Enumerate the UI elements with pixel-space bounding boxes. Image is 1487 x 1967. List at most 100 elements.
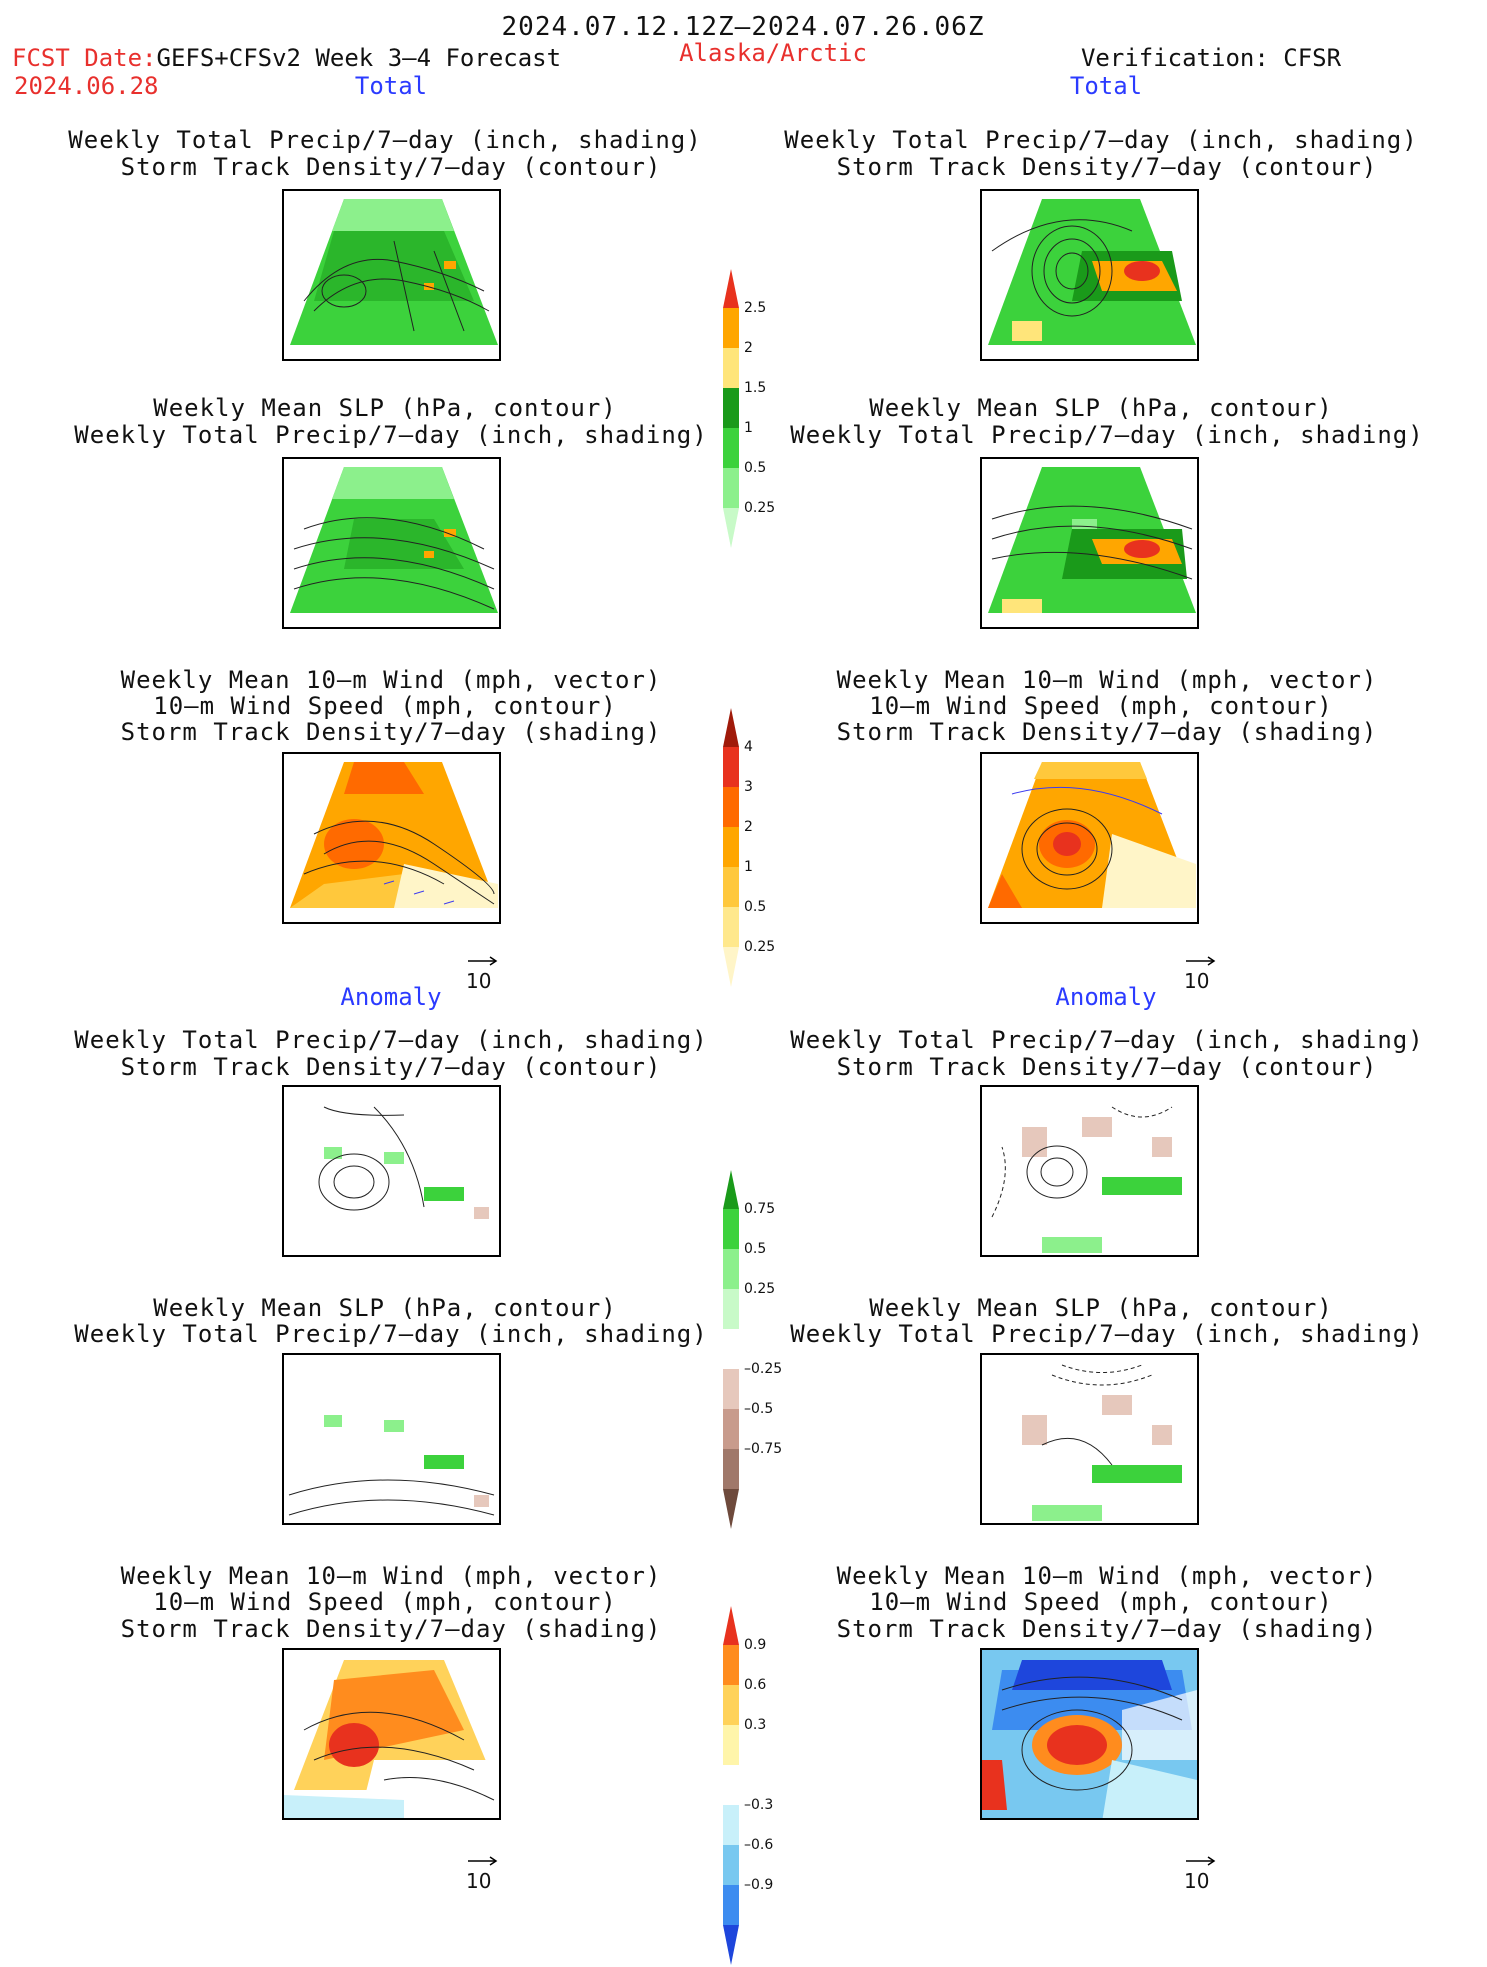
colorbar-label: –0.25 (744, 1361, 783, 1377)
wind-ref-label: 10 (1184, 1869, 1210, 1893)
colorbar-swatch (723, 1645, 739, 1685)
colorbar-label: –0.9 (744, 1877, 774, 1893)
section-anomaly-left: Anomaly (340, 983, 442, 1011)
caption-r5-line1: Weekly Mean SLP (hPa, contour) (869, 1294, 1333, 1322)
colorbar-swatches (723, 708, 739, 987)
caption-l5-line1: Weekly Mean SLP (hPa, contour) (153, 1294, 617, 1322)
colorbar-label: 0.6 (744, 1677, 767, 1693)
map-anomaly-slp-precip-forecast (282, 1353, 501, 1525)
caption-l4-line1: Weekly Total Precip/7–day (inch, shading… (74, 1026, 708, 1054)
colorbar-swatch (723, 508, 739, 548)
region-label: Alaska/Arctic (679, 39, 867, 67)
colorbar-label: –0.5 (744, 1401, 774, 1417)
fcst-date: 2024.06.28 (14, 72, 159, 100)
colorbar-label: 4 (744, 739, 753, 755)
wind-ref-arrow-total-right: 10 (1184, 955, 1224, 993)
colorbar-label: 0.5 (744, 460, 767, 476)
caption-r2-line1: Weekly Mean SLP (hPa, contour) (869, 394, 1333, 422)
map-anomaly-precip-track-verification (980, 1085, 1199, 1257)
colorbar-swatch (723, 907, 739, 947)
caption-l6-line2: 10–m Wind Speed (mph, contour) (153, 1588, 617, 1616)
colorbar-swatch (723, 348, 739, 388)
map-total-wind-track-verification (980, 752, 1199, 924)
wind-ref-arrow-total-left: 10 (466, 955, 506, 993)
map-total-wind-track-forecast (282, 752, 501, 924)
caption-l3-line3: Storm Track Density/7–day (shading) (120, 718, 662, 746)
colorbar-swatch (723, 787, 739, 827)
colorbar-swatch (723, 1369, 739, 1409)
colorbar-label: –0.75 (744, 1441, 783, 1457)
colorbar-swatch (723, 1725, 739, 1765)
colorbar-label: 0.25 (744, 1281, 776, 1297)
colorbar-label: 0.75 (744, 1201, 776, 1217)
map-total-slp-precip-verification (980, 457, 1199, 629)
colorbar-swatch (723, 308, 739, 348)
colorbar-swatches (723, 269, 739, 548)
colorbar-swatch (723, 708, 739, 747)
colorbar-swatch (723, 867, 739, 907)
map-anomaly-wind-track-forecast (282, 1648, 501, 1820)
caption-l4-line2: Storm Track Density/7–day (contour) (120, 1053, 662, 1081)
caption-l6-line1: Weekly Mean 10–m Wind (mph, vector) (120, 1562, 662, 1590)
caption-r4-line2: Storm Track Density/7–day (contour) (836, 1053, 1378, 1081)
colorbar-label: 0.25 (744, 939, 776, 955)
caption-l1-line2: Storm Track Density/7–day (contour) (120, 153, 662, 181)
colorbar-swatch (723, 1885, 739, 1925)
fcst-header: FCST Date:GEFS+CFSv2 Week 3–4 Forecast (12, 46, 561, 70)
colorbar-swatches (723, 1606, 739, 1965)
colorbar-label: 2.5 (744, 300, 767, 316)
colorbar-swatch (723, 1489, 739, 1529)
caption-l2-line2: Weekly Total Precip/7–day (inch, shading… (74, 421, 708, 449)
colorbar-swatch (723, 1606, 739, 1645)
colorbar-label: –0.6 (744, 1837, 774, 1853)
caption-l3-line1: Weekly Mean 10–m Wind (mph, vector) (120, 666, 662, 694)
wind-ref-arrow-anomaly-right: 10 (1184, 1855, 1224, 1893)
caption-r3-line3: Storm Track Density/7–day (shading) (836, 718, 1378, 746)
caption-r3-line2: 10–m Wind Speed (mph, contour) (869, 692, 1333, 720)
colorbar-swatch (723, 1685, 739, 1725)
colorbar-label: 2 (744, 819, 753, 835)
colorbar-swatch (723, 269, 739, 308)
caption-l3-line2: 10–m Wind Speed (mph, contour) (153, 692, 617, 720)
map-anomaly-wind-track-verification (980, 1648, 1199, 1820)
caption-r4-line1: Weekly Total Precip/7–day (inch, shading… (790, 1026, 1424, 1054)
colorbar-swatch (723, 1409, 739, 1449)
map-total-precip-track-forecast (282, 189, 501, 361)
colorbar-label: 2 (744, 340, 753, 356)
colorbar-swatch (723, 428, 739, 468)
caption-r2-line2: Weekly Total Precip/7–day (inch, shading… (790, 421, 1424, 449)
fcst-label: FCST Date: (12, 44, 157, 72)
caption-r6-line2: 10–m Wind Speed (mph, contour) (869, 1588, 1333, 1616)
colorbar-label: –0.3 (744, 1797, 774, 1813)
section-total-left: Total (354, 72, 428, 100)
section-anomaly-right: Anomaly (1055, 983, 1157, 1011)
map-anomaly-precip-track-forecast (282, 1085, 501, 1257)
colorbar-swatch (723, 388, 739, 428)
caption-r6-line3: Storm Track Density/7–day (shading) (836, 1615, 1378, 1643)
section-total-right: Total (1069, 72, 1143, 100)
colorbar-label: 0.5 (744, 899, 767, 915)
colorbar-swatch (723, 1765, 739, 1805)
colorbar-swatch (723, 1329, 739, 1369)
colorbar-label: 0.25 (744, 500, 776, 516)
wind-ref-label: 10 (466, 1869, 492, 1893)
colorbar-label: 3 (744, 779, 753, 795)
colorbar-swatch (723, 1170, 739, 1209)
caption-l2-line1: Weekly Mean SLP (hPa, contour) (153, 394, 617, 422)
wind-ref-arrow-anomaly-left: 10 (466, 1855, 506, 1893)
colorbar-label: 1 (744, 420, 753, 436)
verification-label: Verification: CFSR (1080, 44, 1342, 72)
caption-l5-line2: Weekly Total Precip/7–day (inch, shading… (74, 1320, 708, 1348)
caption-r1-line1: Weekly Total Precip/7–day (inch, shading… (784, 126, 1418, 154)
fcst-model: GEFS+CFSv2 Week 3–4 Forecast (156, 44, 562, 72)
colorbar-swatch (723, 1805, 739, 1845)
map-total-precip-track-verification (980, 189, 1199, 361)
caption-l6-line3: Storm Track Density/7–day (shading) (120, 1615, 662, 1643)
colorbar-swatch (723, 1289, 739, 1329)
caption-r6-line1: Weekly Mean 10–m Wind (mph, vector) (836, 1562, 1378, 1590)
caption-r1-line2: Storm Track Density/7–day (contour) (836, 153, 1378, 181)
colorbar-swatch (723, 1449, 739, 1489)
colorbar-swatch (723, 1209, 739, 1249)
colorbar-swatch (723, 827, 739, 867)
map-total-slp-precip-forecast (282, 457, 501, 629)
